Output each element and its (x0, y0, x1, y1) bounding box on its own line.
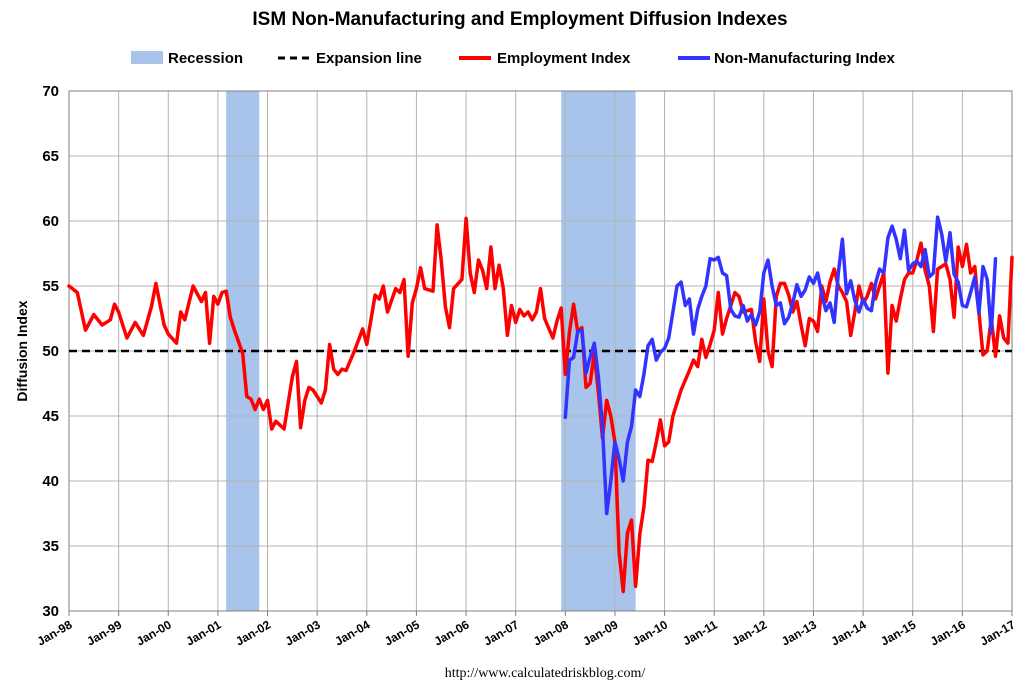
x-tick-label-17: Jan-15 (878, 617, 918, 648)
series-lines (67, 215, 1014, 594)
x-tick-label-3: Jan-01 (183, 617, 223, 648)
x-tick-label-7: Jan-05 (382, 617, 422, 648)
y-axis-label: Diffusion Index (14, 300, 30, 401)
x-tick-label-16: Jan-14 (829, 617, 869, 648)
y-tick-label-5: 55 (42, 278, 59, 295)
y-axis-ticks: 30 35 40 45 50 55 60 65 70 (42, 83, 59, 620)
y-tick-label-7: 65 (42, 148, 59, 165)
x-tick-label-14: Jan-12 (729, 617, 769, 648)
x-tick-label-8: Jan-06 (432, 617, 472, 648)
x-tick-label-15: Jan-13 (779, 617, 819, 648)
x-tick-label-12: Jan-10 (630, 617, 670, 648)
legend-label-recession: Recession (168, 50, 243, 67)
legend-swatch-recession (131, 51, 163, 64)
x-tick-label-9: Jan-07 (481, 617, 521, 648)
y-tick-label-4: 50 (42, 343, 59, 360)
x-tick-label-0: Jan-98 (35, 617, 75, 648)
y-tick-label-6: 60 (42, 213, 59, 230)
x-tick-label-6: Jan-04 (332, 617, 372, 648)
legend-label-expansion: Expansion line (316, 50, 422, 67)
x-tick-label-10: Jan-08 (531, 617, 571, 648)
chart-title: ISM Non-Manufacturing and Employment Dif… (252, 9, 787, 30)
x-tick-label-5: Jan-03 (283, 617, 323, 648)
legend-label-employment: Employment Index (497, 50, 631, 67)
y-tick-label-1: 35 (42, 538, 59, 555)
series-line-employment (67, 216, 1014, 594)
x-axis-ticks: Jan-98 Jan-99 Jan-00 Jan-01 Jan-02 Jan-03 Jan-… (35, 611, 1018, 649)
legend: Recession Expansion line Employment Inde… (131, 50, 895, 67)
x-tick-label-4: Jan-02 (233, 617, 273, 648)
x-tick-label-2: Jan-00 (134, 617, 174, 648)
legend-label-nonmfg: Non-Manufacturing Index (714, 50, 895, 67)
x-tick-label-11: Jan-09 (581, 617, 621, 648)
source-url: http://www.calculatedriskblog.com/ (445, 666, 646, 681)
y-tick-label-3: 45 (42, 408, 59, 425)
x-tick-label-13: Jan-11 (680, 617, 720, 648)
x-tick-label-18: Jan-16 (928, 617, 968, 648)
x-tick-label-19: Jan-17 (978, 617, 1018, 648)
x-tick-label-1: Jan-99 (84, 617, 124, 648)
series-line-non-manufacturing (563, 215, 998, 516)
y-tick-label-2: 40 (42, 473, 59, 490)
y-tick-label-8: 70 (42, 83, 59, 100)
y-tick-label-0: 30 (42, 603, 59, 620)
